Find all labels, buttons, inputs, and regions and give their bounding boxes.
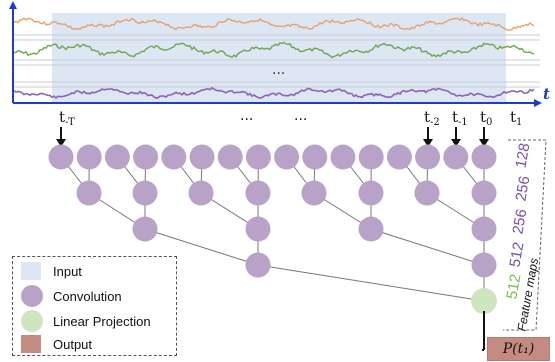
convolution-node	[245, 144, 271, 170]
convolution-node	[189, 144, 215, 170]
legend: Input Convolution Linear Projection Outp…	[12, 256, 177, 356]
convolution-node	[132, 216, 158, 242]
timeline-ellipsis-2: ...	[294, 108, 307, 124]
feature-map-512-b: 512	[503, 273, 524, 301]
label-t-0: t0	[480, 108, 492, 128]
convolution-node	[48, 144, 74, 170]
convolution-node	[358, 144, 384, 170]
legend-label: Convolution	[53, 288, 122, 304]
time-series-plot: ... t	[9, 1, 550, 107]
time-labels: t-T t-2 t-1 t0 t1 ... ...	[56, 108, 522, 147]
convolution-node	[302, 144, 328, 170]
convolution-node	[471, 252, 497, 278]
convolution-node	[386, 144, 412, 170]
feature-map-256-a: 256	[512, 175, 533, 203]
feature-maps-panel: 128 256 256 512 512 Feature maps	[503, 139, 547, 332]
label-t-minus-2: t-2	[424, 108, 440, 128]
network-edge	[257, 264, 485, 302]
convolution-node	[471, 216, 497, 242]
label-t-1: t1	[510, 108, 522, 128]
convolution-node	[415, 144, 441, 170]
convolution-node	[76, 144, 102, 170]
convolution-node	[245, 216, 271, 242]
label-t-minus-T: t-T	[59, 108, 75, 128]
arrow-head-icon	[451, 139, 461, 147]
convolution-node	[471, 144, 497, 170]
convolution-node	[301, 180, 327, 206]
purple-series-line	[13, 86, 535, 100]
convolution-node	[358, 180, 384, 206]
convolution-node	[245, 252, 271, 278]
convolution-node	[133, 144, 159, 170]
feature-map-512-a: 512	[506, 241, 527, 269]
output-label: P(t₁)	[502, 341, 535, 357]
x-axis-label: t	[543, 85, 550, 103]
convolution-node	[330, 144, 356, 170]
convolution-node	[161, 144, 187, 170]
convolution-node	[188, 180, 214, 206]
convolution-node	[104, 144, 130, 170]
orange-series-line	[13, 16, 535, 31]
legend-item-linear-projection: Linear Projection	[21, 310, 151, 332]
legend-label: Input	[53, 263, 82, 279]
green-series-line	[13, 41, 535, 59]
legend-label: Output	[53, 336, 93, 352]
convolution-swatch	[21, 285, 43, 307]
convolution-node	[358, 216, 384, 242]
legend-item-input: Input	[21, 260, 82, 282]
feature-map-128: 128	[512, 142, 533, 170]
convolution-node	[217, 144, 243, 170]
linear-projection-node	[471, 288, 497, 314]
output-probability-box: P(t₁)	[487, 337, 550, 361]
arrow-head-icon	[56, 139, 66, 147]
arrow-head-icon	[479, 139, 489, 147]
legend-item-output: Output	[21, 333, 92, 355]
legend-item-convolution: Convolution	[21, 285, 122, 307]
series-ellipsis: ...	[272, 62, 285, 78]
arrow-head-icon	[423, 139, 433, 147]
feature-map-256-b: 256	[509, 208, 530, 236]
y-axis-arrow-icon	[9, 1, 17, 9]
network-edge	[370, 228, 485, 266]
timeline-ellipsis-1: ...	[240, 108, 253, 124]
convolution-node	[132, 180, 158, 206]
output-connector	[482, 311, 485, 351]
convolution-node	[414, 180, 440, 206]
convolution-node	[76, 180, 102, 206]
projection-swatch	[21, 310, 43, 332]
output-swatch	[21, 335, 41, 353]
x-axis-arrow-icon	[534, 99, 542, 107]
convolution-node	[274, 144, 300, 170]
network-nodes	[48, 144, 497, 314]
convolution-node	[245, 180, 271, 206]
label-t-minus-1: t-1	[452, 108, 468, 128]
convolution-node	[443, 144, 469, 170]
convolution-node	[471, 180, 497, 206]
network-edge	[144, 228, 259, 266]
legend-label: Linear Projection	[53, 313, 151, 329]
input-swatch	[21, 262, 41, 280]
